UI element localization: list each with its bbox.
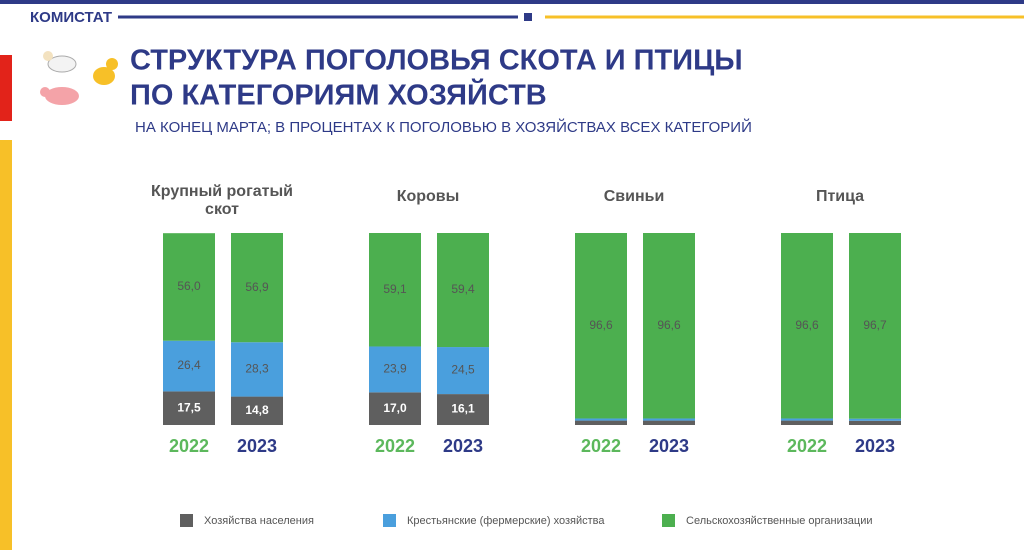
chart-title: СТРУКТУРА ПОГОЛОВЬЯ СКОТА И ПТИЦЫ xyxy=(130,45,743,77)
group-label: Свиньи xyxy=(604,188,665,205)
chart-title: ПО КАТЕГОРИЯМ ХОЗЯЙСТВ xyxy=(130,78,547,112)
value-label: 56,0 xyxy=(177,279,201,293)
bar-segment xyxy=(437,233,489,348)
x-tick-label: 2023 xyxy=(649,436,689,456)
x-tick-label: 2023 xyxy=(855,436,895,456)
value-label: 17,0 xyxy=(383,401,407,415)
bar-segment xyxy=(643,418,695,421)
bar-segment xyxy=(849,418,901,421)
value-label: 26,4 xyxy=(177,358,201,372)
x-tick-label: 2022 xyxy=(581,436,621,456)
bar-segment xyxy=(575,233,627,419)
value-label: 16,1 xyxy=(451,402,475,416)
bar-segment xyxy=(231,396,283,425)
value-label: 96,7 xyxy=(863,318,887,332)
bar-segment xyxy=(163,340,215,392)
value-label: 96,6 xyxy=(589,318,613,332)
side-bar xyxy=(0,140,12,550)
bar-segment xyxy=(231,233,283,343)
bar-segment xyxy=(575,418,627,421)
legend-swatch xyxy=(662,514,675,527)
group-label: Коровы xyxy=(397,188,460,205)
legend-label: Хозяйства населения xyxy=(204,515,314,527)
legend-swatch xyxy=(180,514,193,527)
bar-segment xyxy=(575,420,627,425)
bar-segment xyxy=(369,233,421,347)
value-label: 17,5 xyxy=(177,400,201,414)
bar-segment xyxy=(849,420,901,425)
value-label: 96,6 xyxy=(657,318,681,332)
value-label: 59,4 xyxy=(451,282,475,296)
value-label: 14,8 xyxy=(245,403,269,417)
side-bar xyxy=(0,55,12,121)
bar-segment xyxy=(781,418,833,421)
chart-subtitle: НА КОНЕЦ МАРТА; В ПРОЦЕНТАХ К ПОГОЛОВЬЮ … xyxy=(135,118,752,136)
value-label: 28,3 xyxy=(245,362,269,376)
bar-segment xyxy=(369,346,421,393)
bar-segment xyxy=(437,394,489,425)
bar-segment xyxy=(643,233,695,419)
x-tick-label: 2022 xyxy=(787,436,827,456)
group-label: Птица xyxy=(816,188,864,205)
x-tick-label: 2022 xyxy=(375,436,415,456)
x-tick-label: 2023 xyxy=(237,436,277,456)
value-label: 96,6 xyxy=(795,318,819,332)
bar-segment xyxy=(437,347,489,395)
bar-segment xyxy=(163,391,215,425)
value-label: 56,9 xyxy=(245,280,269,294)
bar-segment xyxy=(643,420,695,425)
brand: КОМИСТАТ xyxy=(30,9,112,26)
top-bar xyxy=(0,0,1024,4)
x-tick-label: 2022 xyxy=(169,436,209,456)
icons xyxy=(40,51,118,105)
header-square xyxy=(524,13,532,21)
bar-segment xyxy=(231,342,283,397)
bar-segment xyxy=(849,233,901,419)
value-label: 23,9 xyxy=(383,362,407,376)
bar-segment xyxy=(781,420,833,425)
value-label: 59,1 xyxy=(383,282,407,296)
bar-segment xyxy=(369,392,421,425)
bar-segment xyxy=(163,233,215,341)
value-label: 24,5 xyxy=(451,363,475,377)
group-label: Крупный рогатый скот xyxy=(151,183,293,218)
legend-label: Крестьянские (фермерские) хозяйства xyxy=(407,515,605,527)
x-tick-label: 2023 xyxy=(443,436,483,456)
legend-label: Сельскохозяйственные организации xyxy=(686,515,873,527)
legend-swatch xyxy=(383,514,396,527)
bar-segment xyxy=(781,233,833,419)
